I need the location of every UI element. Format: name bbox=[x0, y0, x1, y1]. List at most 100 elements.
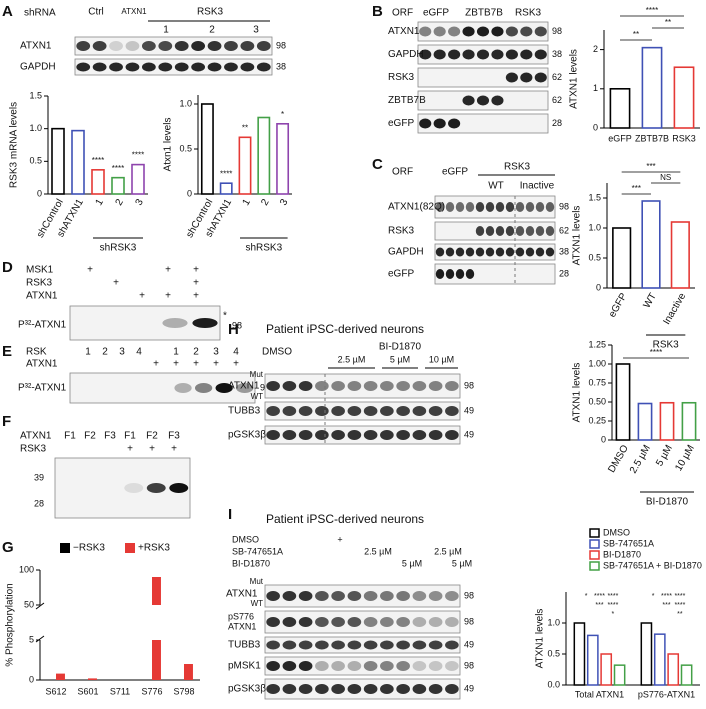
y-axis-label: Atxn1 levels bbox=[163, 118, 174, 172]
band bbox=[174, 41, 189, 51]
band bbox=[485, 202, 495, 212]
blot bbox=[74, 58, 273, 76]
band bbox=[347, 617, 362, 627]
allele-label: Mut bbox=[250, 577, 264, 586]
band bbox=[169, 483, 189, 493]
band bbox=[347, 381, 362, 391]
band bbox=[545, 202, 555, 212]
band bbox=[266, 617, 280, 627]
y-tick-label: 0 bbox=[596, 282, 601, 292]
allele-label: WT bbox=[251, 392, 264, 401]
mw-label: 28 bbox=[34, 498, 44, 508]
band bbox=[282, 684, 297, 694]
band bbox=[363, 661, 378, 671]
row-mark: F3 bbox=[168, 431, 180, 442]
lane-label: ATXN1 bbox=[121, 7, 147, 16]
row-label: ATXN1 bbox=[26, 359, 58, 370]
lane-label: Inactive bbox=[520, 181, 555, 192]
band bbox=[347, 430, 362, 440]
significance: **** bbox=[650, 348, 662, 357]
mw-label: 62 bbox=[559, 225, 569, 235]
row-mark: + bbox=[127, 444, 133, 455]
blot-label: ATXN1 bbox=[228, 621, 256, 631]
bar bbox=[613, 664, 626, 686]
band bbox=[412, 381, 427, 391]
band bbox=[109, 62, 123, 72]
blot-label: pGSK3β bbox=[228, 430, 266, 441]
band bbox=[331, 684, 345, 694]
band bbox=[535, 247, 545, 257]
band bbox=[445, 640, 459, 650]
significance: **** bbox=[674, 602, 685, 609]
band bbox=[448, 49, 461, 60]
band bbox=[266, 381, 280, 391]
bar bbox=[612, 227, 632, 289]
y-tick-label: 0 bbox=[187, 188, 192, 198]
band bbox=[282, 617, 297, 627]
y-tick-label: 0.5 bbox=[179, 143, 192, 153]
allele-label: WT bbox=[251, 599, 264, 608]
band bbox=[419, 26, 432, 37]
bar bbox=[609, 88, 631, 129]
blot bbox=[417, 67, 549, 88]
band bbox=[92, 41, 107, 51]
x-tick-label: WT bbox=[642, 291, 659, 310]
mw-label: 38 bbox=[552, 49, 562, 59]
mw-label: 38 bbox=[559, 246, 569, 256]
mw-label: 98 bbox=[464, 590, 474, 600]
band bbox=[433, 49, 446, 60]
x-tick-label: S601 bbox=[77, 686, 98, 696]
band bbox=[428, 617, 443, 627]
lane-label: RSK3 bbox=[504, 162, 531, 173]
band bbox=[412, 661, 427, 671]
x-tick-label: S776 bbox=[141, 686, 162, 696]
row-mark: 3 bbox=[119, 347, 125, 358]
legend-swatch bbox=[125, 543, 135, 553]
significance: **** bbox=[92, 156, 104, 165]
y-tick-label: 0.0 bbox=[547, 679, 560, 689]
lane-label: eGFP bbox=[442, 167, 468, 178]
y-tick-label: 1.5 bbox=[588, 192, 601, 202]
y-axis-label: RSK3 mRNA levels bbox=[9, 102, 20, 188]
band bbox=[396, 381, 410, 391]
lane-label: 2 bbox=[209, 25, 215, 36]
blot-label: TUBB3 bbox=[228, 640, 261, 651]
bar bbox=[670, 221, 690, 289]
band bbox=[363, 406, 378, 416]
band bbox=[380, 591, 394, 601]
significance: **** bbox=[220, 169, 232, 178]
bar bbox=[111, 176, 125, 195]
blot-label: ATXN1 bbox=[20, 41, 52, 52]
blot-label: ZBTB7B bbox=[388, 95, 426, 106]
y-tick-label: 50 bbox=[24, 599, 34, 609]
row-label: DMSO bbox=[232, 534, 259, 544]
band bbox=[412, 591, 427, 601]
band bbox=[520, 49, 533, 60]
blot bbox=[434, 243, 556, 261]
row-mark: 3 bbox=[213, 347, 219, 358]
blot-label: GAPDH bbox=[388, 49, 424, 60]
band bbox=[109, 41, 123, 51]
band bbox=[331, 406, 345, 416]
band bbox=[462, 95, 475, 106]
y-tick-label: 0 bbox=[29, 674, 34, 684]
band bbox=[445, 202, 455, 212]
band bbox=[505, 202, 515, 212]
band bbox=[448, 118, 461, 129]
band bbox=[162, 318, 188, 328]
x-tick-label: S711 bbox=[110, 686, 130, 696]
band bbox=[76, 41, 91, 51]
lane-label: RSK3 bbox=[197, 7, 224, 18]
blot bbox=[264, 636, 461, 654]
significance: **** bbox=[607, 593, 618, 600]
band bbox=[331, 430, 345, 440]
y-tick-label: 1.00 bbox=[588, 358, 606, 368]
significance: ** bbox=[665, 18, 671, 27]
row-label: ATXN1 bbox=[26, 291, 58, 302]
panel-letter: A bbox=[2, 3, 13, 20]
band bbox=[124, 483, 144, 493]
panel-title: Patient iPSC-derived neurons bbox=[266, 512, 424, 526]
blot bbox=[74, 36, 273, 56]
